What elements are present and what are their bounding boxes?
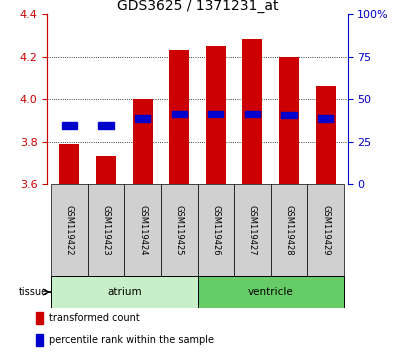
Bar [208, 110, 224, 118]
Text: percentile rank within the sample: percentile rank within the sample [49, 335, 214, 345]
Text: GSM119422: GSM119422 [65, 205, 74, 255]
Text: GSM119424: GSM119424 [138, 205, 147, 255]
Bar [36, 312, 43, 324]
Text: GSM119423: GSM119423 [102, 205, 111, 256]
Bar [51, 184, 88, 276]
Bar [36, 334, 43, 346]
Bar [171, 110, 187, 118]
Bar [281, 112, 297, 119]
Bar [279, 57, 299, 184]
Bar [206, 46, 226, 184]
Bar [198, 184, 234, 276]
Bar [243, 39, 263, 184]
Bar [169, 50, 189, 184]
Bar [135, 115, 150, 122]
Text: GSM119425: GSM119425 [175, 205, 184, 255]
Text: GSM119426: GSM119426 [211, 205, 220, 256]
Text: atrium: atrium [107, 287, 141, 297]
Text: ventricle: ventricle [248, 287, 293, 297]
Title: GDS3625 / 1371231_at: GDS3625 / 1371231_at [117, 0, 278, 13]
Bar [271, 184, 307, 276]
Text: transformed count: transformed count [49, 313, 139, 323]
Bar [62, 122, 77, 129]
Bar [51, 276, 198, 308]
Bar [245, 110, 260, 118]
Bar [234, 184, 271, 276]
Bar [316, 86, 336, 184]
Bar [132, 99, 152, 184]
Bar [98, 122, 114, 129]
Bar [198, 276, 344, 308]
Text: tissue: tissue [19, 287, 48, 297]
Text: GSM119427: GSM119427 [248, 205, 257, 256]
Bar [59, 144, 79, 184]
Bar [161, 184, 198, 276]
Text: GSM119428: GSM119428 [284, 205, 293, 256]
Bar [88, 184, 124, 276]
Bar [307, 184, 344, 276]
Text: GSM119429: GSM119429 [321, 205, 330, 255]
Bar [96, 156, 116, 184]
Bar [318, 115, 333, 122]
Bar [124, 184, 161, 276]
